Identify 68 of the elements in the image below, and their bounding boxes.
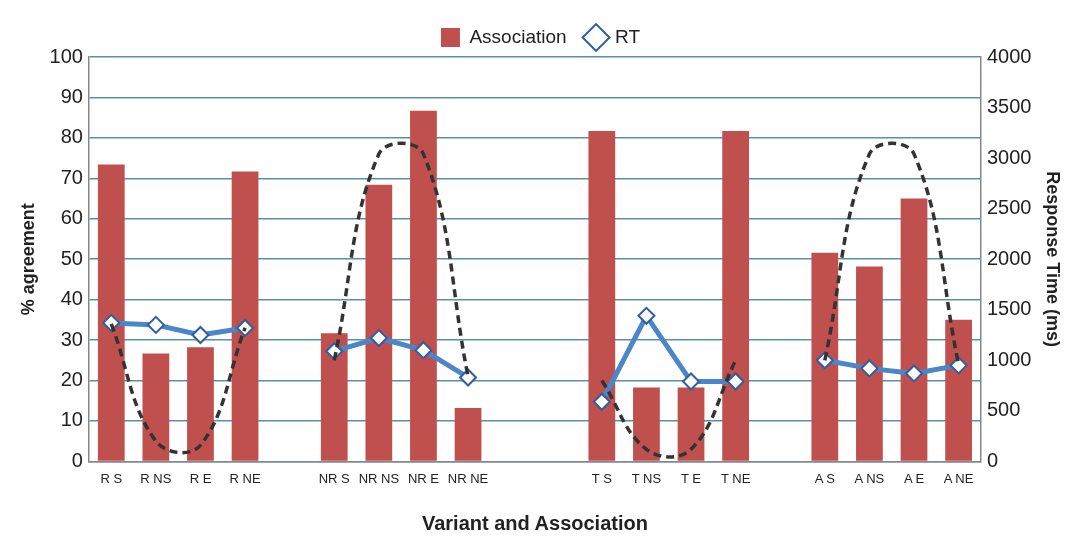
bar bbox=[856, 266, 883, 461]
y2-tick-label: 1500 bbox=[986, 297, 1032, 320]
y-tick-label: 30 bbox=[60, 327, 83, 350]
y2-tick-label: 2500 bbox=[986, 196, 1032, 219]
legend-label: Association bbox=[469, 25, 567, 47]
y-tick-label: 80 bbox=[60, 125, 83, 148]
x-tick-label: A NS bbox=[854, 470, 885, 486]
bar bbox=[410, 110, 437, 461]
bar bbox=[365, 184, 393, 461]
x-tick-label: T NS bbox=[631, 470, 662, 486]
point bbox=[682, 372, 701, 391]
y-axis-title: % agreement bbox=[17, 203, 38, 316]
point bbox=[369, 329, 388, 348]
y-tick-label: 40 bbox=[60, 287, 83, 310]
bar bbox=[900, 198, 928, 461]
x-tick-label: R E bbox=[189, 470, 212, 486]
x-tick-label: R NE bbox=[229, 470, 261, 486]
y-tick-label: 70 bbox=[60, 165, 83, 188]
bar bbox=[97, 164, 125, 461]
x-tick-label: NR NS bbox=[358, 470, 400, 486]
y2-axis-title: Response Time (ms) bbox=[1043, 171, 1064, 348]
point bbox=[191, 326, 210, 345]
x-tick-label: NR S bbox=[318, 470, 351, 486]
x-tick-label: A NE bbox=[943, 470, 974, 486]
y2-tick-label: 0 bbox=[986, 448, 999, 471]
y2-tick-label: 1000 bbox=[986, 347, 1032, 370]
point bbox=[592, 392, 611, 411]
y2-tick-label: 3500 bbox=[986, 95, 1032, 118]
x-tick-label: NR E bbox=[407, 470, 440, 486]
point bbox=[949, 356, 968, 375]
bar bbox=[677, 387, 705, 461]
y2-tick-label: 500 bbox=[986, 398, 1021, 421]
y2-tick-label: 3000 bbox=[986, 145, 1032, 168]
bar bbox=[231, 171, 259, 461]
y-tick-label: 20 bbox=[60, 368, 83, 391]
bar bbox=[588, 131, 616, 461]
bar bbox=[454, 408, 482, 461]
y-tick-label: 0 bbox=[71, 448, 83, 471]
point bbox=[726, 372, 745, 391]
y-tick-label: 50 bbox=[60, 246, 83, 269]
x-tick-label: R NS bbox=[140, 470, 172, 486]
point bbox=[860, 359, 879, 378]
x-tick-label: A E bbox=[903, 470, 925, 486]
bar bbox=[187, 347, 214, 461]
y-tick-label: 90 bbox=[60, 84, 83, 107]
point bbox=[637, 306, 656, 325]
bar bbox=[945, 319, 972, 461]
point bbox=[146, 315, 165, 334]
y-tick-label: 100 bbox=[49, 44, 83, 67]
y2-tick-label: 2000 bbox=[986, 246, 1032, 269]
x-tick-label: A S bbox=[814, 470, 836, 486]
y-tick-label: 10 bbox=[60, 408, 83, 431]
bar bbox=[142, 353, 170, 461]
x-tick-label: T S bbox=[591, 470, 613, 486]
point bbox=[905, 364, 924, 383]
x-tick-label: R S bbox=[100, 470, 123, 486]
x-tick-label: T E bbox=[681, 470, 702, 486]
x-axis-title: Variant and Association bbox=[421, 511, 648, 534]
legend-label: RT bbox=[615, 25, 641, 47]
point bbox=[414, 341, 433, 360]
x-tick-label: T NE bbox=[720, 470, 751, 486]
bar bbox=[811, 252, 839, 461]
bar bbox=[722, 131, 749, 461]
y2-tick-label: 4000 bbox=[986, 44, 1032, 67]
bar bbox=[320, 333, 348, 461]
x-tick-label: NR NE bbox=[447, 470, 489, 486]
y-tick-label: 60 bbox=[60, 206, 83, 229]
bar bbox=[633, 387, 660, 461]
